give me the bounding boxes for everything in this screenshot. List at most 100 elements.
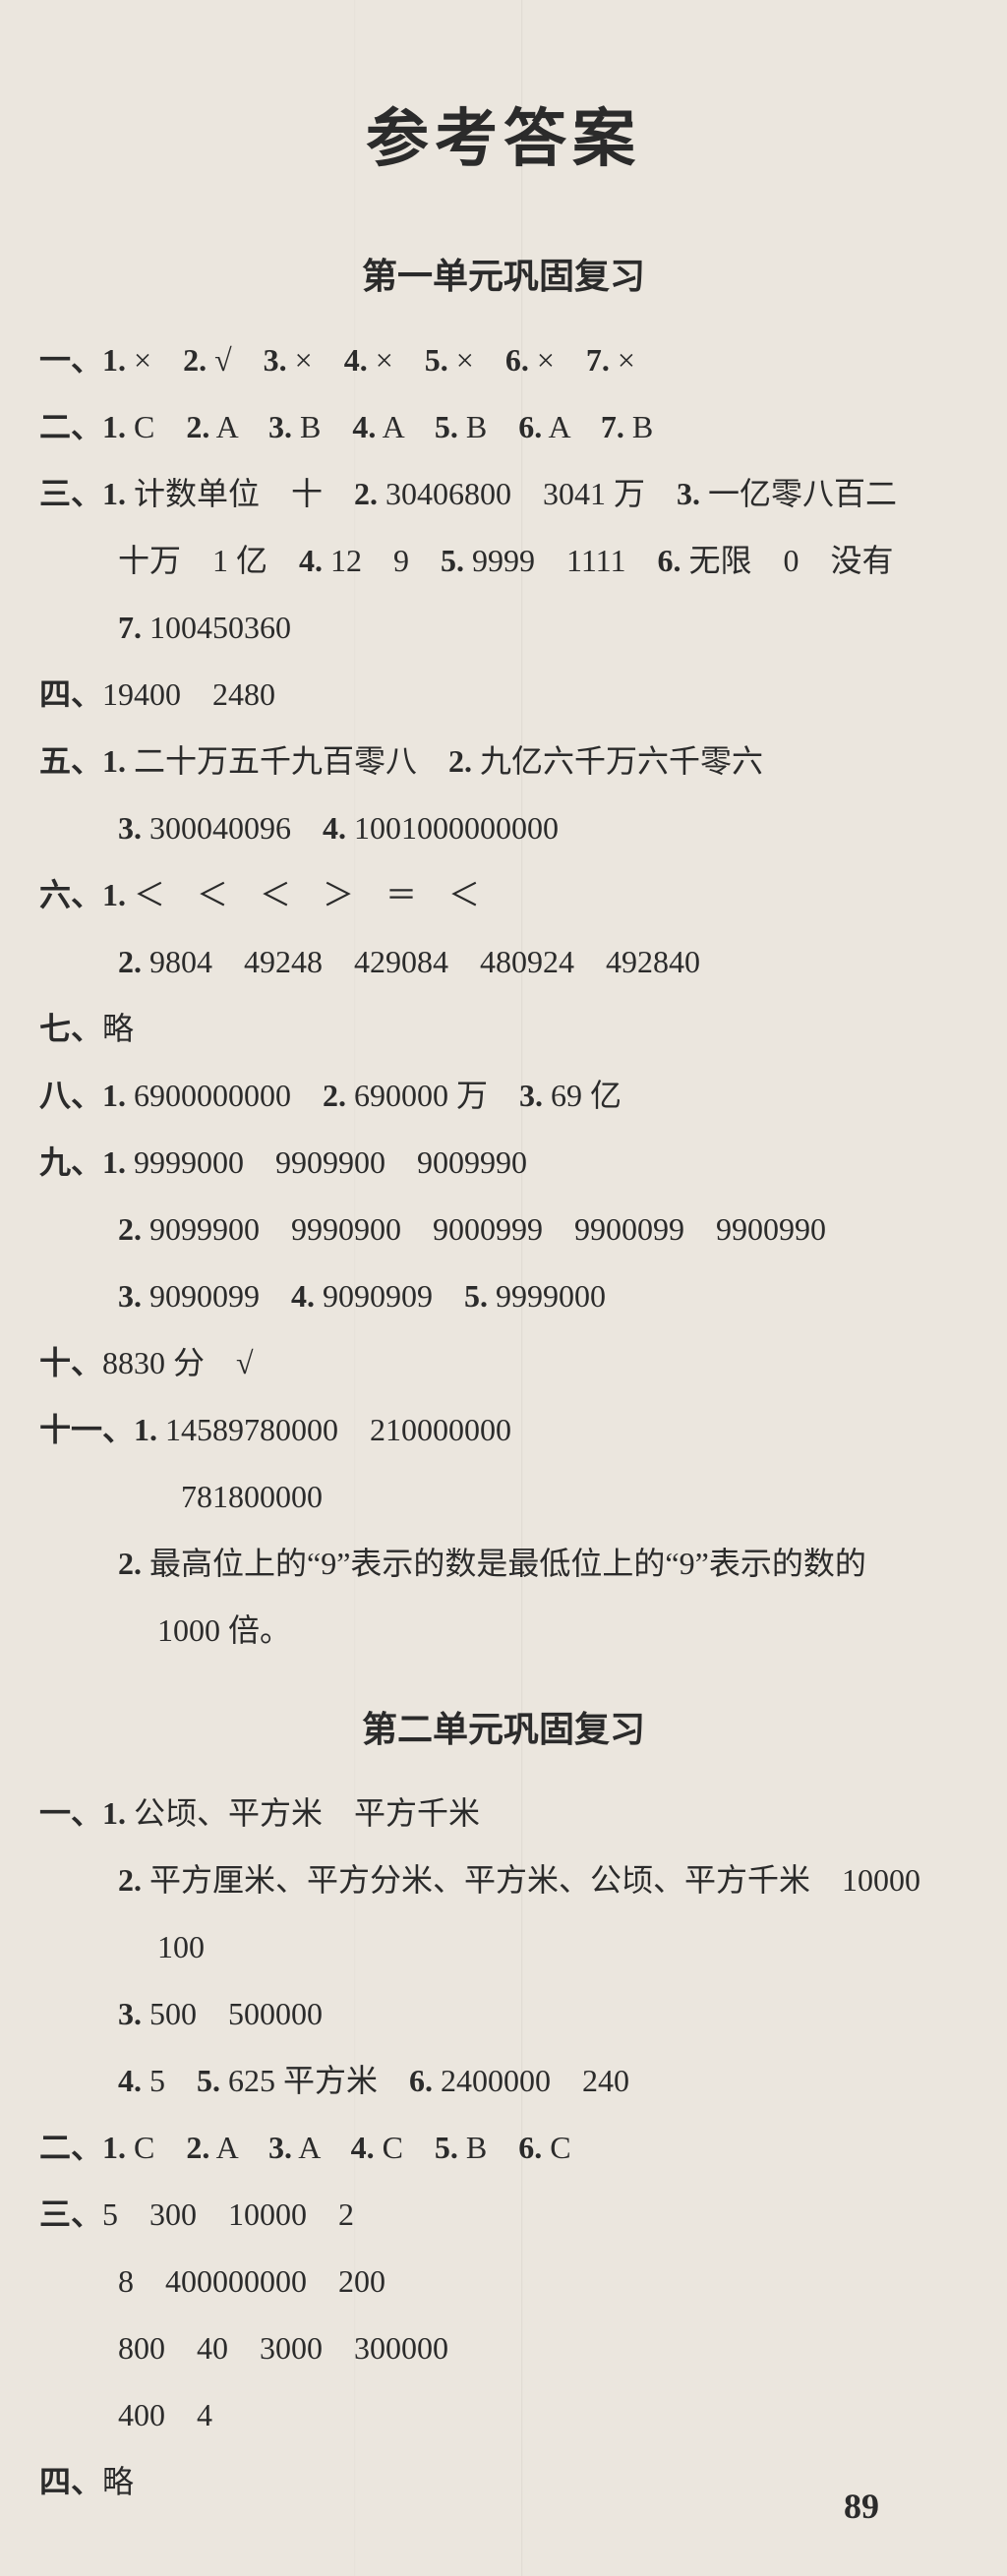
answer-line: 100 — [39, 1915, 968, 1978]
answer-line: 1000 倍。 — [39, 1599, 968, 1662]
answer-text: ＜ ＜ ＜ ＞ ＝ ＜ — [126, 877, 480, 912]
answer-text: 12 9 — [323, 543, 441, 578]
answer-text: 625 平方米 — [220, 2063, 409, 2098]
item-number: 6. — [518, 409, 542, 444]
item-number: 十一、1. — [39, 1412, 157, 1447]
answer-text: 9090909 — [315, 1278, 464, 1314]
answer-line: 3. 500 500000 — [39, 1982, 968, 2045]
item-number: 四、 — [39, 676, 102, 712]
answer-line: 781800000 — [39, 1465, 968, 1528]
item-number: 7. — [118, 610, 142, 645]
answer-line: 十一、1. 14589780000 210000000 — [39, 1398, 968, 1461]
answer-text: 9090099 — [142, 1278, 291, 1314]
item-number: 5. — [197, 2063, 220, 2098]
answer-text: 8830 分 √ — [102, 1345, 254, 1380]
answer-line: 2. 9099900 9990900 9000999 9900099 99009… — [39, 1198, 968, 1260]
answer-text: 无限 0 没有 — [681, 543, 893, 578]
answer-line: 400 4 — [39, 2383, 968, 2446]
answer-line: 十、8830 分 √ — [39, 1331, 968, 1394]
answer-text: 800 40 3000 300000 — [118, 2330, 448, 2366]
item-number: 七、 — [39, 1011, 102, 1046]
answer-text: 300040096 — [142, 810, 323, 846]
item-number: 八、1. — [39, 1078, 126, 1113]
answer-line: 800 40 3000 300000 — [39, 2316, 968, 2379]
answer-text: A — [376, 409, 435, 444]
item-number: 2. — [186, 409, 209, 444]
answer-line: 四、略 — [39, 2450, 968, 2513]
answer-text: B — [458, 2130, 518, 2165]
item-number: 三、 — [39, 2196, 102, 2232]
answer-line: 2. 最高位上的“9”表示的数是最低位上的“9”表示的数的 — [39, 1532, 968, 1595]
item-number: 五、1. — [39, 743, 126, 779]
answer-text: C — [542, 2130, 570, 2165]
answer-text: 9999000 9909900 9009990 — [126, 1144, 527, 1180]
item-number: 四、 — [39, 2464, 102, 2499]
item-number: 4. — [344, 342, 368, 378]
item-number: 2. — [183, 342, 207, 378]
answer-line: 十万 1 亿 4. 12 9 5. 9999 1111 6. 无限 0 没有 — [39, 529, 968, 592]
answer-text: 400 4 — [118, 2397, 212, 2432]
answer-line: 八、1. 6900000000 2. 690000 万 3. 69 亿 — [39, 1064, 968, 1127]
answer-text: 1000 倍。 — [118, 1612, 291, 1648]
answer-text: A — [209, 409, 268, 444]
answer-line: 一、1. 公顷、平方米 平方千米 — [39, 1782, 968, 1844]
answer-text: 690000 万 — [346, 1078, 519, 1113]
answer-text: 公顷、平方米 平方千米 — [126, 1795, 480, 1831]
item-number: 6. — [657, 543, 681, 578]
answer-text: 19400 2480 — [102, 676, 275, 712]
answer-text: A — [292, 2130, 351, 2165]
item-number: 3. — [268, 409, 292, 444]
item-number: 二、1. — [39, 409, 126, 444]
item-number: 2. — [354, 476, 378, 511]
section-heading: 第二单元巩固复习 — [39, 1701, 968, 1752]
item-number: 一、1. — [39, 1795, 126, 1831]
answer-line: 8 400000000 200 — [39, 2250, 968, 2313]
item-number: 2. — [186, 2130, 209, 2165]
answer-line: 4. 5 5. 625 平方米 6. 2400000 240 — [39, 2049, 968, 2112]
item-number: 二、1. — [39, 2130, 126, 2165]
answer-text: × — [529, 342, 586, 378]
item-number: 6. — [518, 2130, 542, 2165]
answer-text: A — [209, 2130, 268, 2165]
answer-text: × — [610, 342, 635, 378]
item-number: 6. — [505, 342, 529, 378]
answer-line: 五、1. 二十万五千九百零八 2. 九亿六千万六千零六 — [39, 730, 968, 792]
item-number: 2. — [118, 944, 142, 979]
item-number: 7. — [586, 342, 610, 378]
item-number: 3. — [118, 810, 142, 846]
item-number: 3. — [268, 2130, 292, 2165]
answer-text: B — [458, 409, 518, 444]
answer-line: 二、1. C 2. A 3. A 4. C 5. B 6. C — [39, 2116, 968, 2179]
item-number: 2. — [118, 1211, 142, 1247]
answer-line: 7. 100450360 — [39, 596, 968, 659]
answer-line: 2. 平方厘米、平方分米、平方米、公顷、平方千米 10000 — [39, 1848, 968, 1911]
answer-text: 30406800 3041 万 — [378, 476, 677, 511]
answer-text: 781800000 — [118, 1479, 323, 1514]
answer-text: 9999000 — [488, 1278, 606, 1314]
answer-text: 最高位上的“9”表示的数是最低位上的“9”表示的数的 — [142, 1546, 866, 1581]
answer-line: 2. 9804 49248 429084 480924 492840 — [39, 930, 968, 993]
page-number: 89 — [844, 2486, 879, 2527]
item-number: 3. — [118, 1278, 142, 1314]
answer-line: 3. 9090099 4. 9090909 5. 9999000 — [39, 1264, 968, 1327]
answer-text: 略 — [102, 2464, 134, 2499]
answer-text: × — [287, 342, 344, 378]
answer-text: 69 亿 — [543, 1078, 622, 1113]
item-number: 一、1. — [39, 342, 126, 378]
answer-line: 六、1. ＜ ＜ ＜ ＞ ＝ ＜ — [39, 863, 968, 926]
item-number: 九、1. — [39, 1144, 126, 1180]
item-number: 5. — [435, 2130, 458, 2165]
answer-text: 计数单位 十 — [126, 476, 354, 511]
item-number: 7. — [601, 409, 624, 444]
answer-text: 100450360 — [142, 610, 291, 645]
answer-text: 九亿六千万六千零六 — [472, 743, 763, 779]
answer-text: × — [368, 342, 425, 378]
answer-text: C — [126, 2130, 186, 2165]
answer-line: 四、19400 2480 — [39, 663, 968, 726]
page-title: 参考答案 — [39, 88, 968, 179]
answer-line: 3. 300040096 4. 1001000000000 — [39, 796, 968, 859]
item-number: 5. — [464, 1278, 488, 1314]
answer-text: C — [126, 409, 186, 444]
item-number: 十、 — [39, 1345, 102, 1380]
answer-text: 略 — [102, 1011, 134, 1046]
